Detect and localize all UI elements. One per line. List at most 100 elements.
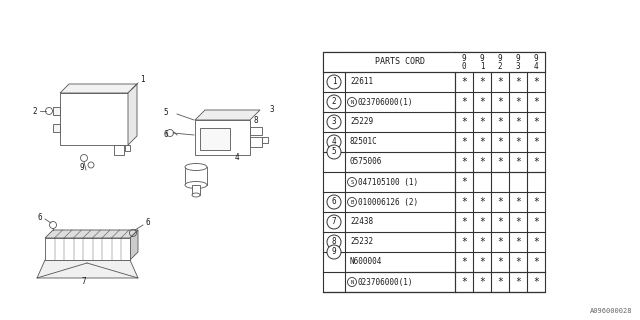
Text: *: * bbox=[533, 277, 539, 287]
Text: *: * bbox=[533, 257, 539, 267]
Text: *: * bbox=[515, 277, 521, 287]
Text: *: * bbox=[461, 97, 467, 107]
Circle shape bbox=[327, 245, 341, 259]
Circle shape bbox=[348, 197, 356, 206]
Text: PARTS CORD: PARTS CORD bbox=[375, 58, 425, 67]
Text: N: N bbox=[350, 100, 354, 105]
Text: 3: 3 bbox=[516, 62, 520, 71]
Bar bbox=[250, 127, 262, 135]
Text: 9: 9 bbox=[498, 54, 502, 63]
Text: *: * bbox=[479, 257, 485, 267]
Text: *: * bbox=[497, 157, 503, 167]
Text: 010006126 (2): 010006126 (2) bbox=[358, 197, 418, 206]
Text: 25232: 25232 bbox=[350, 237, 373, 246]
Text: 9: 9 bbox=[461, 54, 467, 63]
Text: *: * bbox=[497, 237, 503, 247]
Text: *: * bbox=[497, 217, 503, 227]
Circle shape bbox=[348, 277, 356, 286]
Bar bbox=[185, 167, 207, 185]
Circle shape bbox=[327, 195, 341, 209]
Text: 023706000(1): 023706000(1) bbox=[358, 98, 413, 107]
Text: *: * bbox=[497, 257, 503, 267]
Text: 8: 8 bbox=[253, 116, 258, 125]
Text: 3: 3 bbox=[270, 105, 275, 114]
Text: *: * bbox=[461, 177, 467, 187]
Text: *: * bbox=[533, 77, 539, 87]
Text: *: * bbox=[461, 277, 467, 287]
Text: *: * bbox=[515, 117, 521, 127]
Text: 8: 8 bbox=[332, 237, 336, 246]
Bar bbox=[60, 93, 128, 145]
Text: *: * bbox=[461, 217, 467, 227]
Bar bbox=[125, 145, 130, 151]
Bar bbox=[192, 185, 200, 195]
Text: 2: 2 bbox=[498, 62, 502, 71]
Text: 82501C: 82501C bbox=[350, 138, 378, 147]
Text: *: * bbox=[479, 197, 485, 207]
Ellipse shape bbox=[192, 193, 200, 197]
Bar bbox=[45, 238, 130, 260]
Text: *: * bbox=[533, 217, 539, 227]
Text: *: * bbox=[479, 157, 485, 167]
Text: 7: 7 bbox=[332, 218, 336, 227]
Text: *: * bbox=[461, 77, 467, 87]
Text: B: B bbox=[350, 199, 354, 204]
Text: *: * bbox=[497, 277, 503, 287]
Text: *: * bbox=[461, 157, 467, 167]
Bar bbox=[323, 52, 545, 72]
Ellipse shape bbox=[185, 164, 207, 171]
Text: *: * bbox=[533, 137, 539, 147]
Text: 22611: 22611 bbox=[350, 77, 373, 86]
Text: 0: 0 bbox=[461, 62, 467, 71]
Circle shape bbox=[327, 235, 341, 249]
Text: 6: 6 bbox=[163, 130, 168, 139]
Text: *: * bbox=[533, 97, 539, 107]
Text: *: * bbox=[461, 137, 467, 147]
Text: 4: 4 bbox=[534, 62, 538, 71]
Text: 4: 4 bbox=[332, 138, 336, 147]
Text: 6: 6 bbox=[332, 197, 336, 206]
Text: 22438: 22438 bbox=[350, 218, 373, 227]
Text: *: * bbox=[515, 97, 521, 107]
Ellipse shape bbox=[185, 181, 207, 188]
Text: *: * bbox=[497, 77, 503, 87]
Polygon shape bbox=[37, 260, 138, 278]
Polygon shape bbox=[195, 110, 260, 120]
Circle shape bbox=[327, 115, 341, 129]
Text: 25229: 25229 bbox=[350, 117, 373, 126]
Text: *: * bbox=[533, 237, 539, 247]
Circle shape bbox=[327, 215, 341, 229]
Text: 023706000(1): 023706000(1) bbox=[358, 277, 413, 286]
Text: *: * bbox=[515, 257, 521, 267]
Polygon shape bbox=[128, 84, 137, 145]
Bar bbox=[195, 120, 250, 155]
Text: *: * bbox=[515, 197, 521, 207]
Text: *: * bbox=[497, 117, 503, 127]
Text: 1: 1 bbox=[480, 62, 484, 71]
Text: *: * bbox=[461, 237, 467, 247]
Text: 4: 4 bbox=[235, 153, 239, 162]
Bar bbox=[200, 128, 230, 150]
Polygon shape bbox=[60, 84, 137, 93]
Circle shape bbox=[327, 135, 341, 149]
Text: *: * bbox=[497, 137, 503, 147]
Text: 6: 6 bbox=[145, 218, 150, 227]
Text: *: * bbox=[479, 117, 485, 127]
Text: 9: 9 bbox=[534, 54, 538, 63]
Text: 1: 1 bbox=[140, 75, 145, 84]
Text: 9: 9 bbox=[480, 54, 484, 63]
Text: 9: 9 bbox=[516, 54, 520, 63]
Polygon shape bbox=[130, 230, 138, 260]
Text: *: * bbox=[479, 77, 485, 87]
Text: 5: 5 bbox=[163, 108, 168, 117]
Circle shape bbox=[348, 178, 356, 187]
Bar bbox=[53, 107, 60, 115]
Text: *: * bbox=[533, 117, 539, 127]
Text: 2: 2 bbox=[32, 107, 36, 116]
Text: 1: 1 bbox=[332, 77, 336, 86]
Circle shape bbox=[327, 145, 341, 159]
Text: 047105100 (1): 047105100 (1) bbox=[358, 178, 418, 187]
Text: 3: 3 bbox=[332, 117, 336, 126]
Text: *: * bbox=[515, 157, 521, 167]
Text: *: * bbox=[497, 197, 503, 207]
